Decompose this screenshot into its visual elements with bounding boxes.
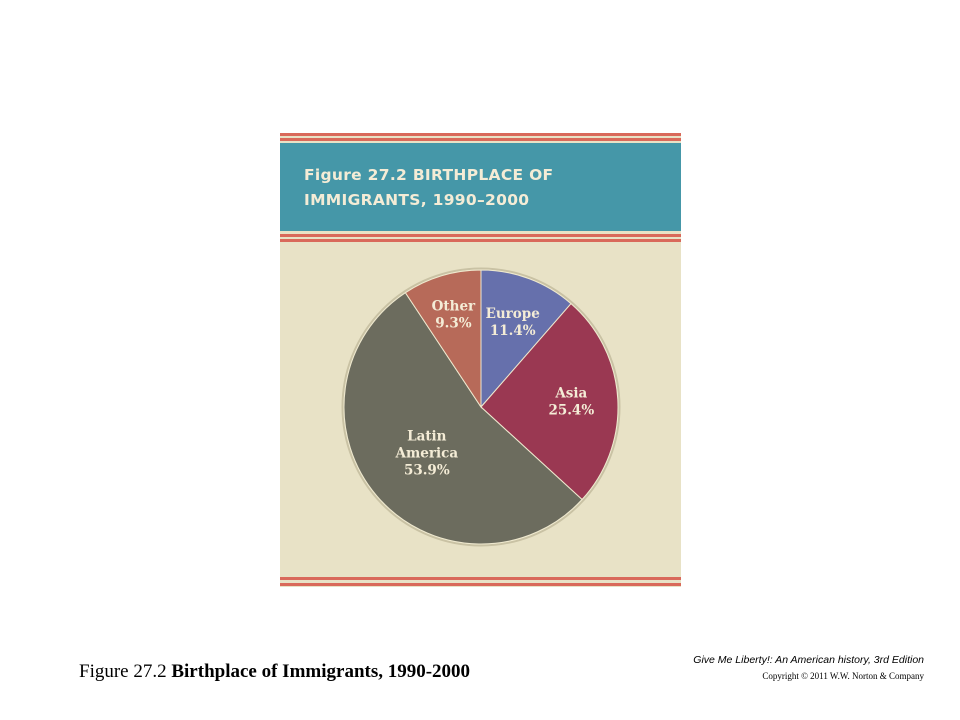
top-stripe-inner: [280, 138, 681, 141]
caption-prefix: Figure 27.2: [79, 661, 172, 682]
bottom-stripe: [280, 583, 681, 586]
pie-slice-latin-america: [343, 292, 583, 545]
figure-panel: Figure 27.2 BIRTHPLACE OF IMMIGRANTS, 19…: [280, 133, 681, 587]
pie-value-label: 11.4%: [490, 323, 536, 339]
caption-title: Birthplace of Immigrants, 1990-2000: [171, 661, 471, 682]
pie-chart: Europe 11.4% Asia 25.4% Latin America 53.9% Oth…: [341, 267, 621, 547]
pie-category-label: Latin: [407, 428, 447, 444]
top-stripe: [280, 133, 681, 136]
bottom-stripe-inner: [280, 577, 681, 580]
source-copyright: Copyright © 2011 W.W. Norton & Company: [762, 671, 924, 681]
pie-slice-europe: [480, 269, 572, 409]
figure-title-line-1: Figure 27.2 BIRTHPLACE OF: [304, 166, 554, 184]
pie-label-latin-america: Latin America 53.9%: [395, 428, 459, 478]
pie-category-label: Other: [432, 299, 476, 315]
pie-slice-other: [404, 269, 482, 409]
figure-title-line-2: IMMIGRANTS, 1990–2000: [304, 191, 530, 209]
pie-category-label: Europe: [486, 306, 540, 322]
header-bottom-stripe: [280, 234, 681, 237]
pie-label-other: Other 9.3%: [432, 299, 476, 332]
pie-value-label: 25.4%: [548, 402, 594, 418]
pie-value-label: 53.9%: [404, 462, 450, 478]
header-bottom-stripe-inner: [280, 239, 681, 242]
slide-caption: Figure 27.2 Birthplace of Immigrants, 19…: [79, 661, 470, 683]
source-book: Give Me Liberty!: An American history, 3…: [693, 654, 924, 666]
pie-label-asia: Asia 25.4%: [548, 385, 594, 418]
figure-header: [280, 143, 681, 231]
pie-value-label: 9.3%: [435, 316, 471, 332]
pie-slice-asia: [480, 302, 619, 501]
pie-category-label: America: [395, 445, 459, 461]
pie-category-label: Asia: [554, 385, 587, 401]
pie-label-europe: Europe 11.4%: [486, 306, 540, 339]
